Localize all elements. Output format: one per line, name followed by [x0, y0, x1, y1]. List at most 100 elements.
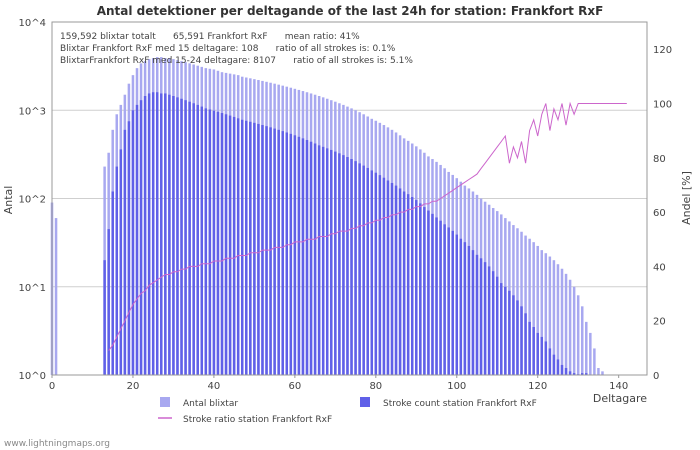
bar: [568, 279, 572, 375]
bar: [257, 123, 260, 375]
bar: [228, 115, 232, 375]
bar: [135, 104, 139, 375]
bar: [439, 220, 442, 375]
bar: [544, 341, 548, 375]
bar: [447, 227, 450, 375]
bar: [410, 196, 414, 375]
bar: [362, 165, 365, 375]
bar: [103, 260, 106, 375]
bar: [593, 348, 596, 375]
bar: [548, 348, 552, 375]
bar: [172, 96, 175, 375]
bar: [406, 194, 410, 375]
legend: Antal blixtar Stroke count station Frank…: [158, 397, 537, 425]
x-tick-label: 20: [127, 381, 140, 392]
bar: [273, 128, 276, 375]
bar: [597, 368, 600, 375]
bar: [560, 364, 564, 375]
plot-frame: [51, 21, 648, 376]
bar: [536, 245, 539, 375]
bar: [415, 200, 418, 375]
bar: [487, 266, 491, 375]
stats-line-2: Blixtar Frankfort RxF med 15 deltagare: …: [60, 44, 396, 54]
bar: [119, 149, 123, 375]
x-tick-label: 80: [369, 381, 382, 392]
bar: [115, 166, 119, 375]
bar: [560, 268, 564, 375]
bar: [394, 185, 398, 375]
bar: [346, 157, 349, 375]
bar: [580, 373, 584, 375]
watermark: www.lightningmaps.org: [4, 439, 110, 449]
bar: [471, 250, 475, 375]
bar: [423, 207, 426, 375]
y-tick-label: 10^2: [19, 195, 46, 206]
bar: [491, 271, 495, 375]
bar: [168, 94, 171, 375]
bar: [358, 163, 361, 375]
legend-swatch-stroke-count: [360, 397, 370, 407]
bar: [269, 127, 272, 375]
bar: [601, 371, 604, 375]
bar: [536, 332, 539, 375]
bar: [224, 114, 228, 376]
y2-tick-label: 60: [653, 208, 666, 219]
bar: [289, 133, 293, 375]
bar: [504, 286, 507, 375]
y2-axis-ticks: 0 20 40 60 80 100 120: [653, 45, 672, 382]
bars-stroke-count: [103, 92, 588, 376]
bar: [500, 283, 503, 375]
bar: [552, 260, 556, 375]
y-tick-label: 10^4: [19, 18, 46, 29]
bar: [317, 145, 321, 375]
bar: [330, 149, 333, 375]
bar: [374, 172, 378, 375]
bar: [143, 96, 147, 375]
bar: [293, 135, 297, 375]
bar: [184, 100, 187, 376]
bar: [431, 213, 434, 375]
bar: [386, 180, 390, 375]
bar: [212, 110, 216, 375]
bar: [378, 175, 382, 375]
bar: [402, 191, 406, 375]
bar: [576, 295, 580, 375]
bar: [443, 224, 446, 375]
bar: [176, 97, 179, 376]
legend-swatch-antal-blixtar: [160, 397, 170, 407]
stats-line-3: BlixtarFrankfort RxF med 15-24 deltagare…: [60, 56, 413, 66]
bar: [305, 140, 309, 375]
bar: [196, 104, 199, 375]
bar: [334, 151, 337, 375]
x-tick-label: 60: [288, 381, 301, 392]
bar: [475, 254, 479, 375]
bar: [390, 182, 394, 375]
bar: [398, 188, 402, 375]
x-tick-label: 40: [208, 381, 221, 392]
y-tick-label: 10^3: [19, 106, 46, 117]
x-tick-label: 0: [49, 381, 55, 392]
bar: [435, 217, 438, 375]
bar: [580, 306, 584, 375]
bar: [479, 258, 483, 375]
bar: [54, 218, 58, 375]
x-tick-label: 120: [528, 381, 547, 392]
bar: [208, 109, 212, 376]
bar: [532, 242, 535, 375]
bar: [548, 256, 552, 375]
bar: [528, 321, 531, 375]
bar: [253, 122, 256, 375]
bar: [540, 250, 544, 375]
y2-tick-label: 80: [653, 154, 666, 165]
legend-label-stroke-count: Stroke count station Frankfort RxF: [383, 399, 537, 409]
bar: [285, 132, 289, 375]
bar: [240, 119, 244, 376]
bar: [564, 273, 568, 375]
y2-tick-label: 0: [653, 371, 659, 382]
bar: [524, 313, 527, 375]
x-axis-label: Deltagare: [593, 392, 647, 405]
bar: [297, 136, 301, 375]
bar: [572, 286, 576, 375]
y2-axis-label: Andel [%]: [680, 171, 693, 225]
